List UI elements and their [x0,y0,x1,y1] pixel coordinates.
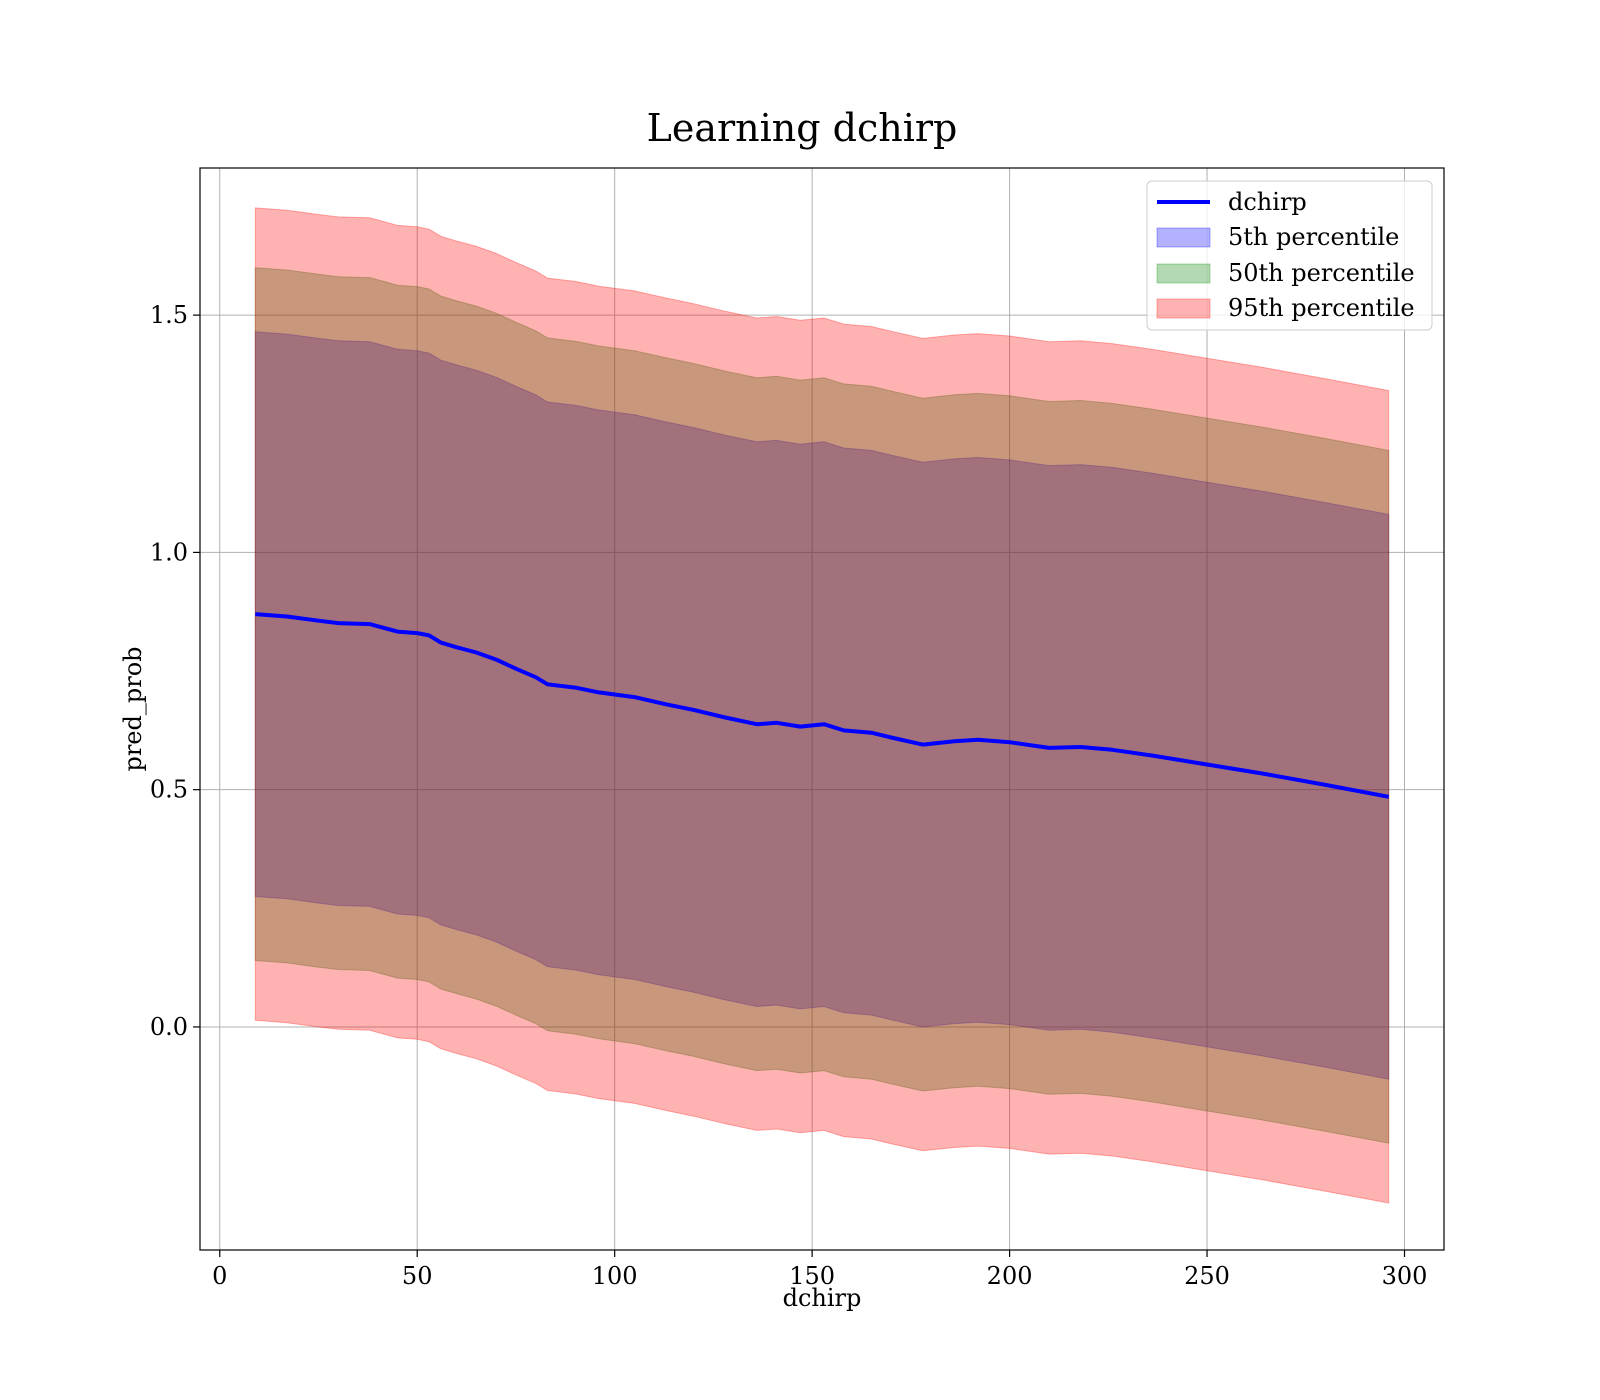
legend-swatch-5th [1156,227,1211,248]
y-axis-label: pred_prob [119,646,147,771]
band-5th-percentile [254,331,1390,1080]
x-tick-label: 250 [1184,1262,1230,1290]
y-tick-label: 0.5 [150,776,188,804]
x-tick-label: 300 [1382,1262,1428,1290]
legend-label-95th: 95th percentile [1228,294,1415,322]
legend-label-50th: 50th percentile [1228,259,1415,287]
x-tick-label: 150 [789,1262,835,1290]
x-tick-label: 200 [987,1262,1033,1290]
x-tick-label: 0 [212,1262,227,1290]
x-tick-label: 50 [402,1262,433,1290]
plot-area-frame [199,167,1445,1251]
legend-swatch-50th [1156,263,1211,284]
chart-title: Learning dchirp [647,106,958,150]
axis-ticks: 0 50 100 150 200 250 300 0.0 0.5 1.0 1.5 [150,301,1428,1290]
band-50th-percentile [254,267,1390,1144]
y-tick-label: 1.5 [150,301,188,329]
legend-box [1146,180,1433,331]
band-95th-percentile [254,207,1390,1204]
dchirp-line [255,612,1390,799]
legend: dchirp 5th percentile 50th percentile 95… [1146,180,1433,331]
legend-label-dchirp: dchirp [1228,188,1307,216]
x-axis-label: dchirp [783,1284,862,1312]
y-tick-label: 0.0 [150,1013,188,1041]
percentile-bands [254,207,1390,1204]
legend-label-5th: 5th percentile [1228,223,1399,251]
y-tick-label: 1.0 [150,538,188,566]
series-lines [255,612,1390,799]
legend-swatch-95th [1156,298,1211,319]
x-tick-label: 100 [592,1262,638,1290]
